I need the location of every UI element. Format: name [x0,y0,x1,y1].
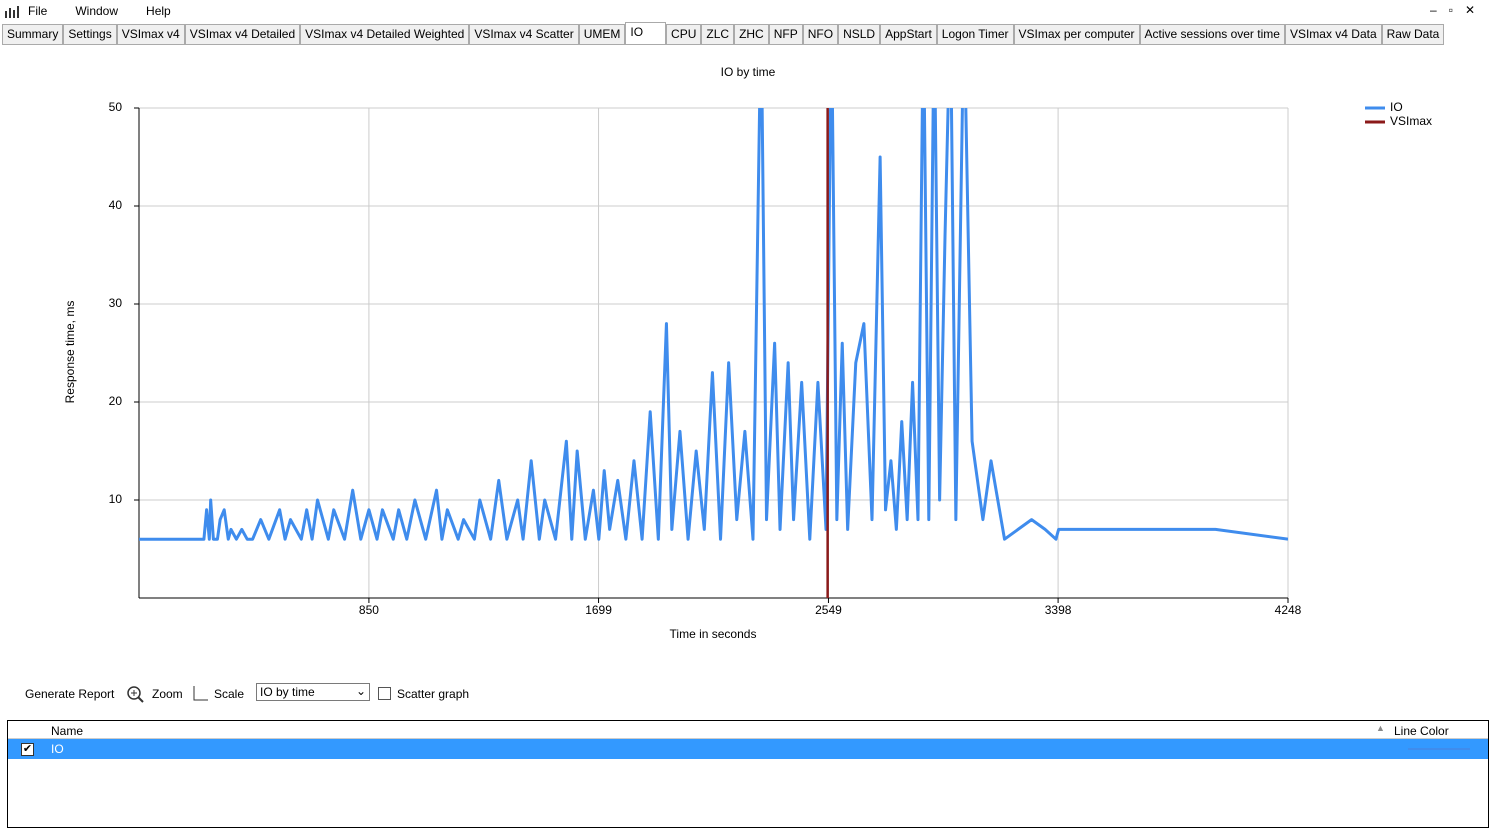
x-tick-label: 2549 [815,603,842,617]
plot-area [139,108,1288,541]
chart: IO by time Time in seconds Response time… [63,65,1432,641]
tab[interactable]: Raw Data [1381,24,1445,44]
grid-header: Name ▲ Line Color [8,721,1488,739]
zoom-button[interactable]: Zoom [152,687,183,701]
column-header[interactable]: Name [51,724,84,738]
grid-row[interactable]: ✔ IO [8,739,1488,759]
y-tick-label: 30 [109,296,123,310]
menu-item[interactable]: Help [146,4,171,18]
generate-report-button[interactable]: Generate Report [25,687,115,701]
app-icon [5,6,19,18]
y-tick-label: 50 [109,100,123,114]
y-axis-label: Response time, ms [63,301,77,404]
menu-bar: ‒▫✕ File Window Help [0,0,1499,22]
tab[interactable]: UMEM [578,24,626,44]
scale-button[interactable]: Scale [214,687,245,701]
tab[interactable]: Summary [2,24,64,44]
chart-select[interactable]: IO by time ⌄ [256,683,370,701]
sort-arrow: ▲ [1376,723,1385,733]
y-tick-label: 20 [109,394,123,408]
x-tick-label: 3398 [1045,603,1072,617]
tab[interactable]: NSLD [838,24,881,44]
tab[interactable]: Settings [63,24,117,44]
column-header[interactable]: Line Color [1394,724,1449,738]
x-axis-label: Time in seconds [670,627,757,641]
scale-icon[interactable] [192,686,208,702]
window-controls[interactable]: ‒▫✕ [1430,3,1487,17]
tab[interactable]: ZHC [734,24,769,44]
scatter-label: Scatter graph [397,687,470,701]
tab[interactable]: ZLC [701,24,735,44]
row-checkbox[interactable]: ✔ [21,743,34,756]
line-color-swatch [1408,748,1470,750]
tab[interactable]: NFP [768,24,803,44]
row-name: IO [51,742,64,756]
tab[interactable]: VSImax v4 Data [1284,24,1382,44]
tab[interactable]: IO [625,22,667,44]
tab[interactable]: VSImax v4 Scatter [469,24,579,44]
tab[interactable]: CPU [666,24,702,44]
x-tick-label: 1699 [585,603,612,617]
tab[interactable]: Logon Timer [936,24,1014,44]
x-tick-label: 4248 [1275,603,1302,617]
zoom-icon[interactable] [126,685,144,703]
tab-strip: Summary Settings VSImax v4 VSImax v4 Detail… [2,22,1445,45]
y-tick-label: 10 [109,492,123,506]
chart-title: IO by time [721,65,776,79]
tab[interactable]: VSImax v4 Detailed [184,24,301,44]
tab[interactable]: VSImax v4 [116,24,185,44]
legend-label: VSImax [1390,114,1432,128]
x-tick-label: 850 [359,603,379,617]
menu-item[interactable]: File [28,4,48,18]
dropdown-arrow: ⌄ [355,684,366,698]
series-grid: Name ▲ Line Color ✔ IO [7,720,1489,828]
legend-label: IO [1390,100,1403,114]
tab[interactable]: AppStart [880,24,937,44]
tab[interactable]: Active sessions over time [1139,24,1285,44]
tab[interactable]: VSImax v4 Detailed Weighted [300,24,470,44]
scatter-checkbox[interactable] [378,687,391,700]
tab[interactable]: NFO [802,24,839,44]
menu-item[interactable]: Window [75,4,119,18]
data-line [139,108,1288,541]
y-tick-label: 40 [109,198,123,212]
tab[interactable]: VSImax per computer [1013,24,1140,44]
chart-select-value: IO by time [260,685,315,699]
